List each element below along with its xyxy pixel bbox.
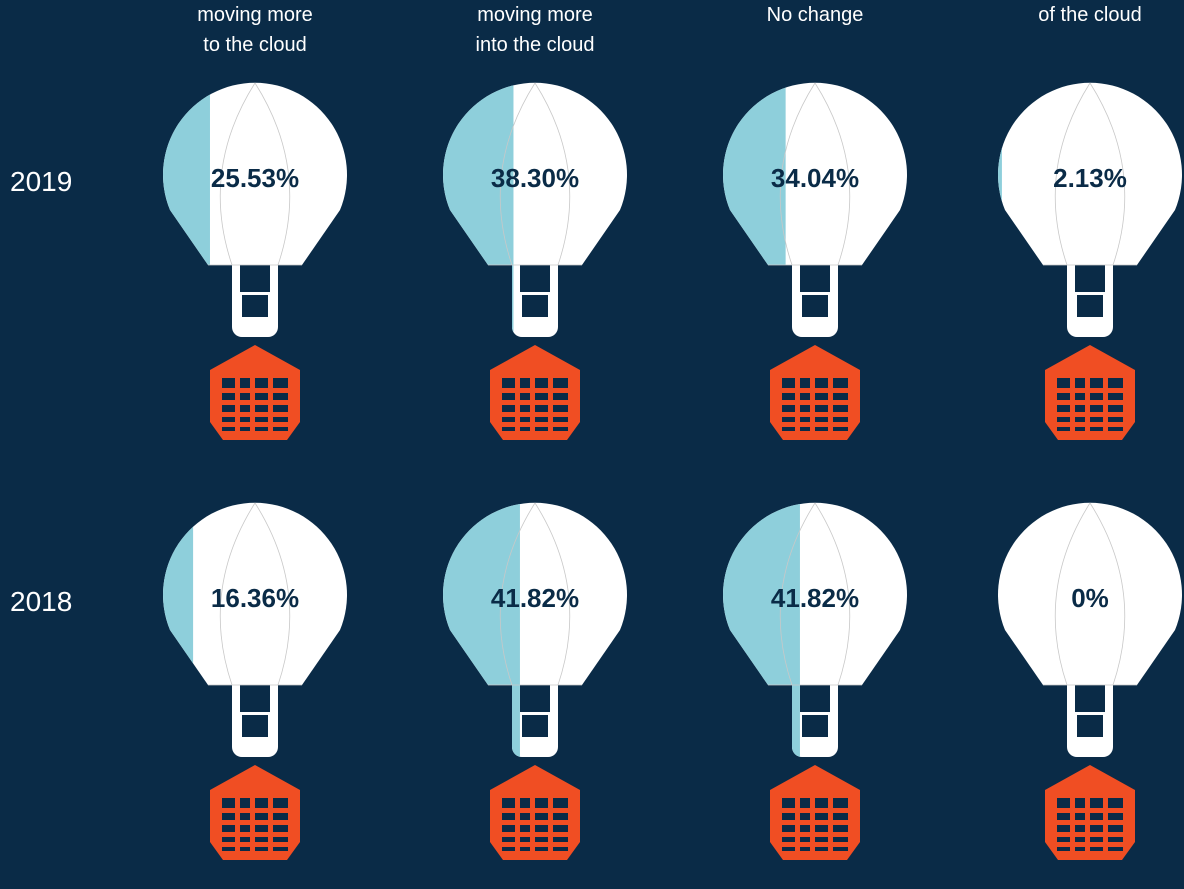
year-label: 2019 [10,166,72,198]
value-label: 41.82% [491,583,579,613]
building-icon [210,765,300,860]
value-label: 16.36% [211,583,299,613]
value-label: 41.82% [771,583,859,613]
building-icon [1045,345,1135,440]
building-column [548,798,553,851]
building-icon [490,345,580,440]
building-column [250,798,255,851]
building-column [515,798,520,851]
building-column [828,378,833,431]
building-icon [490,765,580,860]
balloon-fill [443,500,520,760]
building-column [795,378,800,431]
building-column [515,378,520,431]
basket-hole [522,715,548,737]
building-column [1103,798,1108,851]
basket-hole [242,295,268,317]
building-column [1085,798,1090,851]
basket-hole [1077,295,1103,317]
building-column [235,798,240,851]
column-header: moving more into the cloud [415,0,655,60]
building-column [530,798,535,851]
building-column [795,798,800,851]
balloon-fill [723,80,786,340]
year-label: 2018 [10,586,72,618]
building-column [250,378,255,431]
building-icon [1045,765,1135,860]
building-column [828,798,833,851]
balloon-fill [163,500,193,760]
value-label: 25.53% [211,163,299,193]
building-column [810,798,815,851]
building-column [1103,378,1108,431]
balloon-fill [723,500,800,760]
balloon-fill [163,80,210,340]
building-icon [770,345,860,440]
basket-hole [802,295,828,317]
balloon-fill [443,80,513,340]
building-column [268,378,273,431]
building-column [1085,378,1090,431]
value-label: 0% [1071,583,1109,613]
chart: 25.53% 38.30% 34.04% 2.13% 16.36% 41.82% 41.82… [0,0,1184,889]
building-column [810,378,815,431]
column-header: moving more to the cloud [135,0,375,60]
basket-hole [802,715,828,737]
value-label: 34.04% [771,163,859,193]
infographic: 25.53% 38.30% 34.04% 2.13% 16.36% 41.82% 41.82… [0,0,1184,889]
column-header: No change [695,0,935,30]
value-label: 38.30% [491,163,579,193]
building-icon [770,765,860,860]
building-column [1070,378,1075,431]
building-column [530,378,535,431]
value-label: 2.13% [1053,163,1127,193]
building-column [548,378,553,431]
building-column [235,378,240,431]
basket-hole [242,715,268,737]
column-header: of the cloud [970,0,1184,30]
balloon-fill [998,80,1002,340]
building-column [268,798,273,851]
building-column [1070,798,1075,851]
building-icon [210,345,300,440]
basket-hole [522,295,548,317]
basket-hole [1077,715,1103,737]
